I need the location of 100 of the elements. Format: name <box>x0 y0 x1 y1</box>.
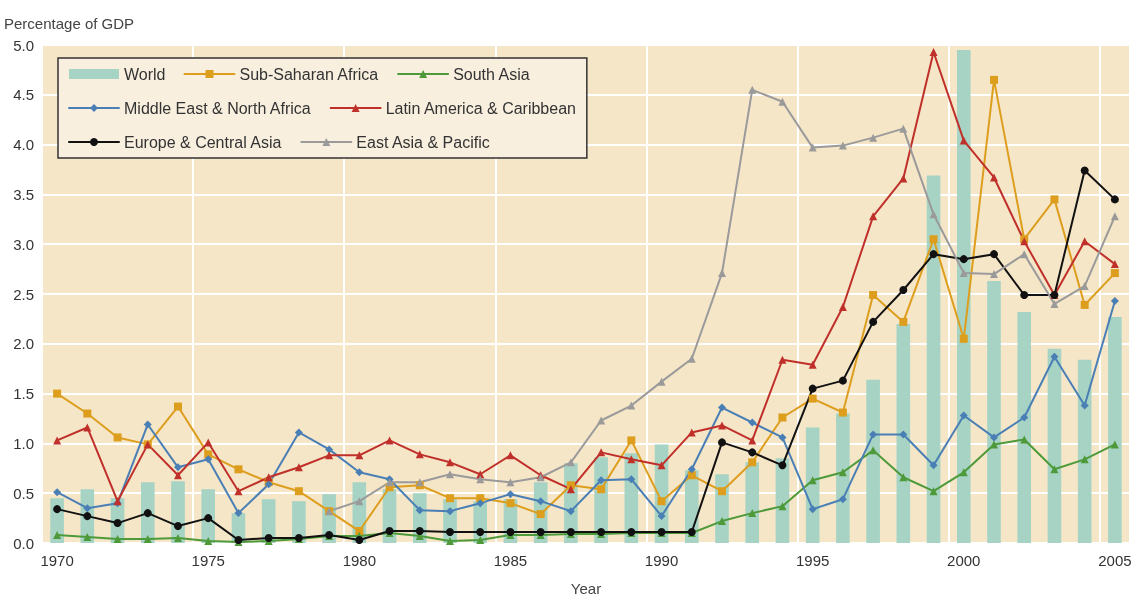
point <box>597 476 606 485</box>
point <box>1080 401 1089 410</box>
point <box>1110 260 1119 269</box>
point <box>113 519 122 528</box>
y-axis-title: Percentage of GDP <box>4 15 135 32</box>
point <box>1050 195 1059 204</box>
point <box>959 136 968 145</box>
point <box>838 141 847 150</box>
y-tick-label: 3.5 <box>13 185 34 203</box>
point <box>990 433 998 442</box>
point <box>1080 282 1089 291</box>
point <box>990 75 998 84</box>
bar <box>926 175 941 543</box>
point <box>657 377 666 386</box>
point <box>476 499 485 508</box>
point <box>808 360 817 369</box>
point <box>899 317 908 326</box>
point <box>838 408 847 417</box>
bar <box>775 458 790 543</box>
point <box>627 401 636 410</box>
y-tick-label: 4.5 <box>13 86 34 104</box>
point <box>83 504 92 513</box>
point <box>838 495 847 504</box>
point <box>446 507 454 516</box>
point <box>808 394 817 403</box>
point <box>778 433 787 442</box>
y-tick-label: 0.5 <box>13 484 34 502</box>
point <box>1020 413 1029 422</box>
y-tick-label: 1.0 <box>13 434 34 452</box>
point <box>53 488 62 497</box>
point <box>899 430 908 439</box>
point <box>718 421 726 430</box>
point <box>446 528 454 537</box>
point <box>808 384 817 393</box>
x-tick-label: 2000 <box>947 552 981 569</box>
point <box>778 97 787 106</box>
point <box>990 250 998 259</box>
point <box>1110 195 1119 204</box>
point <box>597 485 606 494</box>
point <box>536 510 545 519</box>
point <box>1110 269 1119 278</box>
x-tick-label: 1975 <box>191 552 225 569</box>
point <box>1080 300 1089 309</box>
point <box>174 534 182 543</box>
point <box>718 487 726 496</box>
point <box>1050 465 1059 474</box>
point <box>778 413 787 422</box>
point <box>355 468 364 477</box>
point <box>174 471 182 480</box>
point <box>113 535 122 544</box>
point <box>990 440 998 449</box>
point <box>808 505 817 514</box>
point <box>143 509 152 518</box>
point <box>294 487 303 496</box>
point <box>718 438 726 447</box>
point <box>83 533 92 542</box>
y-tick-label: 2.5 <box>13 285 34 303</box>
point <box>959 334 968 343</box>
point <box>566 507 575 516</box>
point <box>778 355 787 364</box>
point <box>294 428 303 437</box>
point <box>899 124 908 133</box>
point <box>53 531 62 540</box>
point <box>657 512 666 521</box>
point <box>355 527 364 536</box>
point <box>687 354 696 363</box>
point <box>566 485 575 494</box>
legend-label: Middle East & North Africa <box>124 99 311 117</box>
point <box>174 522 182 531</box>
point <box>234 509 243 518</box>
point <box>869 133 878 142</box>
point <box>355 536 364 545</box>
bar <box>745 462 760 543</box>
point <box>506 490 515 499</box>
point <box>476 536 485 545</box>
point <box>325 445 334 454</box>
legend-label: South Asia <box>453 65 530 83</box>
point <box>657 461 666 470</box>
point <box>627 436 636 445</box>
point <box>990 173 998 182</box>
point <box>838 376 847 385</box>
y-tick-label: 0.0 <box>13 534 34 552</box>
point <box>748 448 757 457</box>
point <box>1080 166 1089 175</box>
point <box>1050 299 1059 308</box>
point <box>990 270 998 279</box>
point <box>415 506 424 515</box>
bar <box>836 413 850 543</box>
point <box>415 527 424 536</box>
point <box>899 286 908 295</box>
point <box>869 317 878 326</box>
point <box>929 250 938 259</box>
x-tick-label: 1990 <box>644 552 679 569</box>
bar <box>1047 348 1062 543</box>
point <box>657 497 666 506</box>
point <box>506 478 515 487</box>
point <box>929 487 938 496</box>
y-tick-label: 5.0 <box>13 36 34 54</box>
point <box>1020 291 1029 299</box>
point <box>1050 352 1059 361</box>
